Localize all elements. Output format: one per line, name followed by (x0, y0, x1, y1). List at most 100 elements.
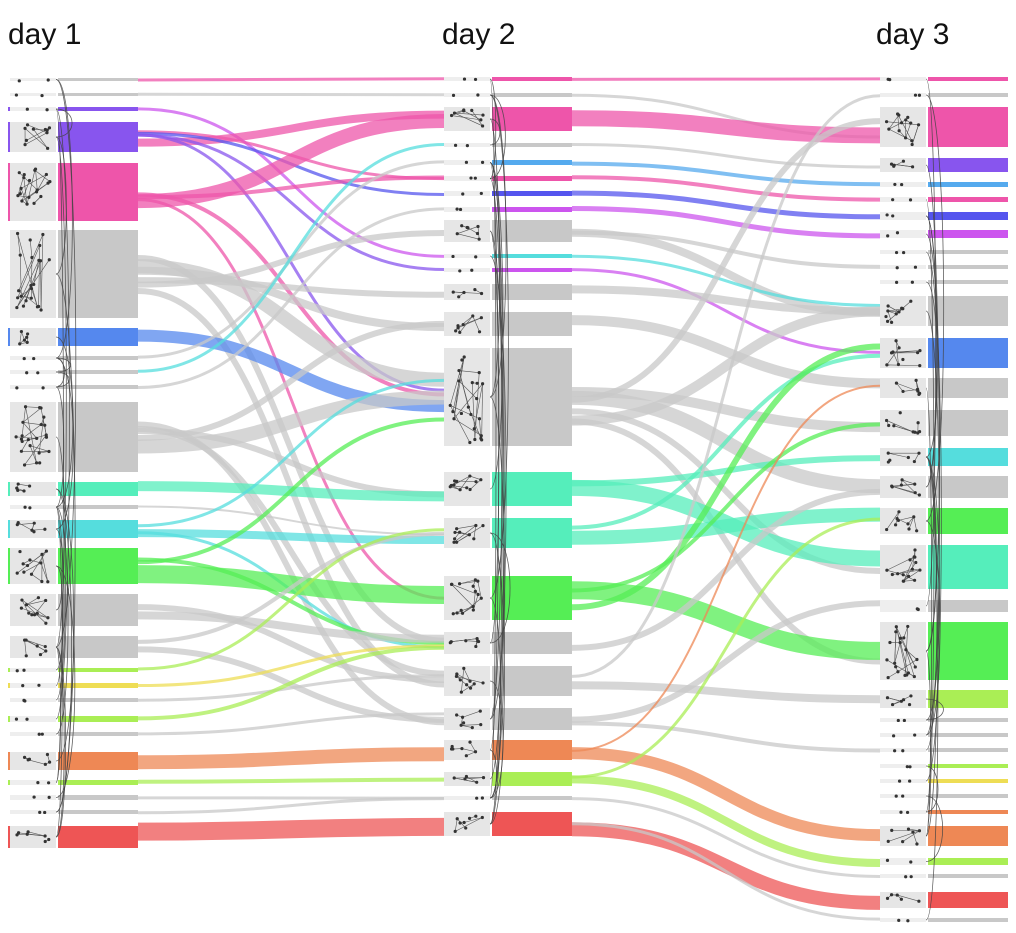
thumb-node (38, 652, 43, 657)
intra-day-links (55, 78, 945, 921)
thumb-node (455, 207, 459, 211)
thumb-edge (16, 833, 28, 836)
thumb-node (914, 560, 918, 565)
thumb-background (880, 107, 926, 147)
thumb-edge (461, 668, 465, 693)
flow-band (571, 94, 881, 678)
thumb-edge (891, 350, 920, 354)
thumb-node (22, 755, 27, 759)
thumb-node (915, 657, 919, 662)
thumb-node (477, 417, 482, 421)
thumb-node (15, 231, 20, 236)
thumb-node (913, 548, 917, 552)
thumb-background (10, 107, 56, 111)
thumb-node (469, 412, 473, 417)
thumb-background (10, 505, 56, 509)
thumb-background (10, 328, 56, 346)
thumb-edge (472, 315, 480, 332)
thumb-node (901, 357, 905, 362)
thumb-node (43, 810, 47, 815)
thumb-node (35, 188, 39, 192)
community-bar (492, 772, 572, 786)
thumb-edge (23, 260, 41, 307)
thumb-edge (458, 370, 480, 373)
thumb-node (892, 164, 896, 168)
thumb-edge (456, 673, 471, 682)
thumb-node (14, 93, 18, 97)
community-bar (928, 378, 1008, 398)
thumb-edge (901, 479, 916, 493)
thumb-node (467, 533, 471, 537)
flow-band (137, 259, 445, 387)
thumb-node (481, 681, 485, 685)
thumb-edge (887, 310, 892, 323)
thumb-node (449, 747, 454, 751)
thumb-node (24, 138, 29, 142)
flow-band (137, 175, 445, 200)
thumb-node (18, 549, 22, 554)
thumb-node (26, 437, 30, 442)
thumb-background (10, 716, 56, 722)
community-bar (58, 636, 138, 658)
thumb-node (452, 417, 456, 421)
thumb-edge (20, 188, 28, 205)
thumb-node (27, 611, 31, 615)
thumb-edge (33, 196, 42, 204)
community-bar (928, 718, 1008, 722)
thumb-edge (461, 724, 473, 728)
thumb-node (468, 686, 473, 690)
thumb-node (894, 381, 899, 385)
thumb-edge (457, 315, 473, 329)
thumb-edge (462, 606, 474, 614)
thumb-node (896, 718, 900, 723)
thumb-node (453, 143, 458, 147)
intra-day-link (489, 94, 507, 398)
thumb-edge (459, 315, 474, 333)
thumb-node (915, 529, 919, 533)
community-bar (492, 77, 572, 81)
thumb-node (452, 776, 456, 780)
thumb-node (890, 485, 894, 489)
community-bar (928, 622, 1008, 680)
thumb-node (918, 568, 922, 572)
community-bar (58, 732, 138, 736)
community-bar (58, 370, 138, 374)
thumb-node (453, 530, 457, 535)
thumb-background (10, 370, 56, 374)
intra-day-link (55, 371, 70, 388)
thumb-node (894, 665, 898, 669)
thumb-node (37, 732, 41, 736)
thumb-node (474, 480, 478, 484)
thumb-node (33, 167, 38, 171)
thumb-node (901, 573, 905, 577)
thumb-background (444, 220, 490, 242)
thumb-edge (896, 382, 918, 392)
thumb-node (909, 860, 913, 864)
community-bar (928, 93, 1008, 97)
thumb-node (23, 143, 27, 147)
thumb-edge (463, 110, 482, 121)
thumb-edge (22, 407, 42, 423)
thumb-node (21, 420, 25, 424)
thumb-node (885, 696, 890, 700)
community-bar (492, 160, 572, 165)
thumb-edge (895, 340, 899, 365)
intra-day-link (925, 164, 940, 837)
thumb-node (29, 296, 33, 300)
thumb-node (451, 612, 455, 616)
community-bar (928, 448, 1008, 466)
community-bar (492, 268, 572, 272)
flow-band (137, 797, 445, 815)
thumb-edge (897, 113, 913, 141)
thumb-background (444, 518, 490, 548)
thumb-node (480, 796, 484, 800)
thumb-node (886, 675, 890, 680)
thumb-node (472, 427, 476, 431)
community-bar (928, 826, 1008, 846)
thumb-node (890, 702, 895, 707)
thumb-node (893, 182, 897, 187)
flow-band (137, 421, 445, 726)
community-bar (58, 505, 138, 509)
thumb-node (40, 732, 44, 736)
